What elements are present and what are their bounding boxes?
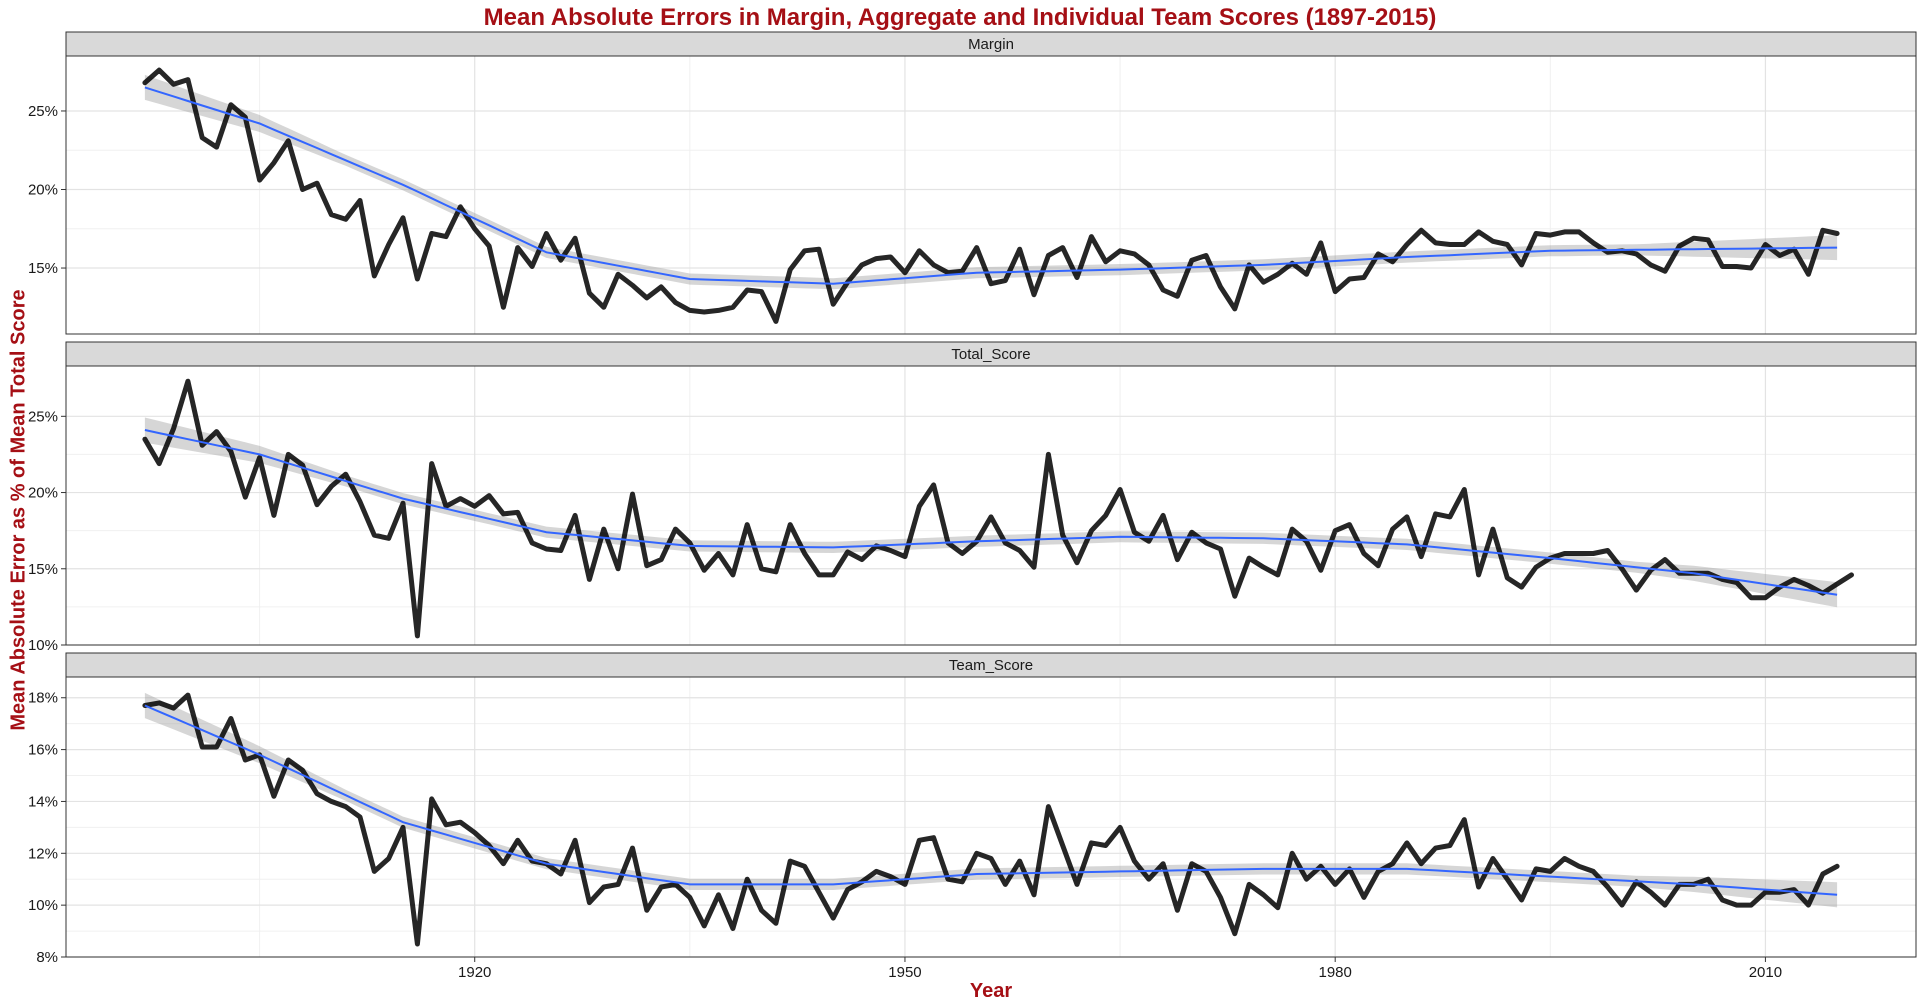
y-tick-label: 14%	[28, 793, 58, 810]
trend-line	[144, 86, 1838, 285]
facet-margin: Margin 15% 20% 25%	[28, 31, 1917, 335]
facet-strip-label: Team_Score	[949, 657, 1033, 674]
facet-strip	[65, 341, 1917, 367]
chart-title: Mean Absolute Errors in Margin, Aggregat…	[483, 4, 1437, 31]
facet-strip	[65, 652, 1917, 678]
y-tick-label: 10%	[28, 897, 58, 914]
x-tick-label: 1950	[888, 964, 921, 981]
series-line	[142, 378, 1854, 639]
y-tick-label: 15%	[28, 561, 58, 578]
y-tick-label: 15%	[28, 260, 58, 277]
confidence-band	[144, 692, 1838, 908]
y-tick-label: 12%	[28, 845, 58, 862]
x-tick-label: 2010	[1749, 964, 1782, 981]
y-axis-label: Mean Absolute Error as % of Mean Total S…	[7, 289, 30, 731]
y-tick-label: 25%	[28, 103, 58, 120]
y-tick-label: 18%	[28, 690, 58, 707]
panel-border	[65, 365, 1917, 646]
panel-border	[65, 676, 1917, 958]
y-tick-label: 10%	[28, 637, 58, 654]
facet-strip-label: Margin	[968, 36, 1014, 53]
trend-line	[144, 704, 1838, 896]
y-tick-label: 16%	[28, 742, 58, 759]
panel-background	[66, 677, 1916, 957]
facet-team-score: Team_Score 8% 10% 12% 14% 16% 18% 1920 1950 1980 2…	[28, 652, 1917, 981]
confidence-band	[144, 417, 1838, 608]
x-tick-label: 1980	[1318, 964, 1351, 981]
facet-strip	[65, 31, 1917, 57]
y-axis-label-container: Mean Absolute Error as % of Mean Total S…	[0, 0, 36, 1005]
facet-strip-label: Total_Score	[951, 346, 1030, 363]
trend-line	[144, 429, 1838, 596]
y-tick-label: 20%	[28, 485, 58, 502]
y-tick-label: 25%	[28, 408, 58, 425]
facet-total-score: Total_Score 10% 15% 20% 25%	[28, 341, 1917, 654]
panel-border	[65, 55, 1917, 335]
panel-background	[66, 366, 1916, 645]
x-axis-label: Year	[969, 980, 1013, 1002]
panel-background	[66, 56, 1916, 334]
y-tick-label: 20%	[28, 182, 58, 199]
y-tick-label: 8%	[36, 949, 58, 966]
x-tick-label: 1920	[458, 964, 491, 981]
